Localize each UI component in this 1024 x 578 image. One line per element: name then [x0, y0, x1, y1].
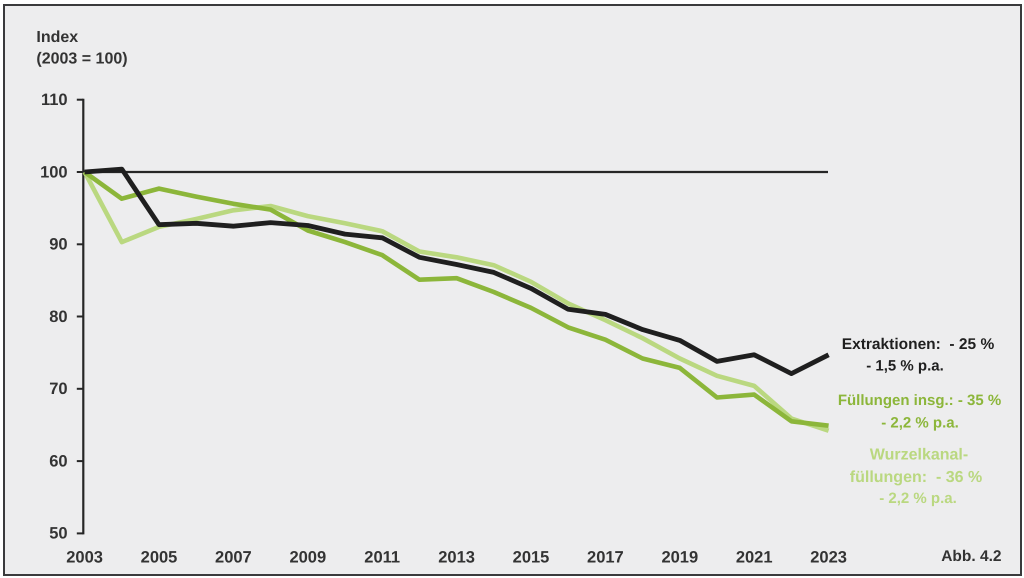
- svg-text:Abb. 4.2: Abb. 4.2: [941, 548, 1001, 565]
- svg-text:2007: 2007: [215, 548, 252, 566]
- svg-text:- 1,5 % p.a.: - 1,5 % p.a.: [866, 358, 944, 375]
- svg-text:80: 80: [49, 308, 67, 326]
- svg-text:90: 90: [49, 236, 67, 254]
- svg-text:110: 110: [41, 91, 68, 109]
- svg-text:2003: 2003: [66, 548, 103, 566]
- svg-text:2021: 2021: [736, 548, 773, 566]
- svg-text:Wurzelkanal-: Wurzelkanal-: [870, 446, 968, 463]
- svg-text:2019: 2019: [661, 548, 698, 566]
- svg-text:Index: Index: [36, 29, 78, 46]
- svg-text:2011: 2011: [364, 548, 400, 566]
- svg-text:Extraktionen: - 25 %: Extraktionen: - 25 %: [842, 336, 995, 353]
- svg-text:2017: 2017: [587, 548, 624, 566]
- svg-text:Füllungen insg.: - 35 %: Füllungen insg.: - 35 %: [838, 392, 1001, 409]
- svg-text:2013: 2013: [438, 548, 475, 566]
- svg-text:70: 70: [49, 380, 67, 398]
- svg-text:2009: 2009: [289, 548, 326, 566]
- svg-text:2005: 2005: [141, 548, 178, 566]
- svg-text:- 2,2 % p.a.: - 2,2 % p.a.: [881, 415, 959, 432]
- svg-text:100: 100: [40, 163, 68, 181]
- svg-text:füllungen: - 36 %: füllungen: - 36 %: [850, 469, 982, 486]
- svg-text:(2003 = 100): (2003 = 100): [36, 51, 127, 68]
- svg-text:50: 50: [49, 525, 67, 543]
- svg-text:60: 60: [49, 452, 67, 470]
- svg-text:2023: 2023: [810, 548, 847, 566]
- svg-text:2015: 2015: [513, 548, 550, 566]
- svg-text:- 2,2 % p.a.: - 2,2 % p.a.: [879, 490, 957, 507]
